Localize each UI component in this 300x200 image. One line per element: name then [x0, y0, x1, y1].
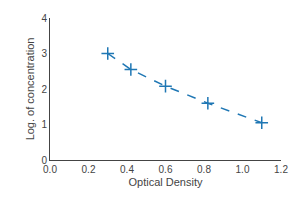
- svg-text:0.6: 0.6: [159, 164, 173, 175]
- svg-text:1.2: 1.2: [274, 164, 288, 175]
- svg-text:0.8: 0.8: [197, 164, 211, 175]
- svg-text:0.4: 0.4: [120, 164, 134, 175]
- svg-text:0.0: 0.0: [43, 164, 57, 175]
- svg-text:3: 3: [41, 48, 47, 59]
- svg-text:1: 1: [41, 119, 47, 130]
- svg-text:1.0: 1.0: [236, 164, 250, 175]
- svg-text:2: 2: [41, 84, 47, 95]
- svg-text:0: 0: [41, 155, 47, 166]
- svg-text:Optical Density: Optical Density: [129, 176, 203, 188]
- svg-text:4: 4: [41, 13, 47, 24]
- svg-text:Log. of concentration: Log. of concentration: [24, 38, 36, 141]
- svg-text:0.2: 0.2: [82, 164, 96, 175]
